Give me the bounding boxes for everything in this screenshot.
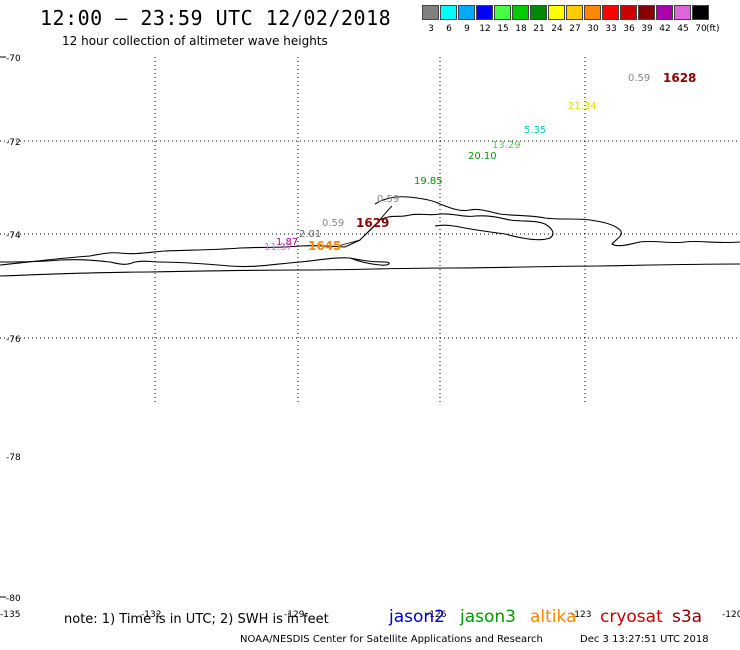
satellite-jason2: jason2 (389, 607, 445, 627)
legend-label-12: 12 (479, 24, 491, 34)
wave-height-label: 1628 (663, 71, 696, 85)
legend-swatch-39 (638, 5, 655, 20)
wave-height-label: 20.10 (468, 151, 497, 162)
longitude-label: -129 (284, 610, 305, 620)
wave-height-label: 2.01 (299, 229, 321, 240)
legend-swatch-24 (548, 5, 565, 20)
wave-height-label: 1645 (308, 239, 341, 253)
latitude-label: -72 (6, 138, 21, 148)
satellite-altika: altika (530, 607, 577, 627)
legend-swatch-9 (458, 5, 475, 20)
latitude-label: -70 (6, 54, 21, 64)
legend-label-24: 24 (551, 24, 563, 34)
legend-label-15: 15 (497, 24, 509, 34)
coastline-peninsula (0, 257, 390, 268)
satellite-track (337, 205, 393, 247)
legend-label-70: 70 (695, 24, 707, 34)
legend-label-6: 6 (446, 24, 452, 34)
latitude-label: -76 (6, 335, 21, 345)
legend-label-45: 45 (677, 24, 689, 34)
legend-swatch-36 (620, 5, 637, 20)
graticule (0, 56, 740, 598)
legend-label-27: 27 (569, 24, 581, 34)
wave-height-label: 0.59 (322, 218, 344, 229)
coastline-inland (0, 263, 740, 277)
legend-label-33: 33 (605, 24, 617, 34)
satellite-jason3: jason3 (460, 607, 516, 627)
legend-label-18: 18 (515, 24, 527, 34)
legend-swatch-70 (692, 5, 709, 20)
legend-label-9: 9 (464, 24, 470, 34)
credit-line: NOAA/NESDIS Center for Satellite Applica… (240, 634, 543, 645)
longitude-label: -126 (426, 610, 447, 620)
legend-swatch-42 (656, 5, 673, 20)
legend-label-21: 21 (533, 24, 545, 34)
footer-note: note: 1) Time is in UTC; 2) SWH is in fe… (64, 612, 329, 627)
generated-timestamp: Dec 3 13:27:51 UTC 2018 (580, 634, 709, 645)
page-title: 12:00 – 23:59 UTC 12/02/2018 (40, 6, 392, 30)
coastline-outer (0, 213, 554, 266)
legend-label-3: 3 (428, 24, 434, 34)
coastline (0, 196, 740, 277)
legend-swatch-30 (584, 5, 601, 20)
graticule-labels: -70 -72 -74 -76 -78 -80 -135 -132 -129 -126 -123 -1… (0, 54, 740, 620)
latitude-label: -78 (6, 453, 21, 463)
satellite-cryosat: cryosat (600, 607, 663, 627)
legend-swatch-15 (494, 5, 511, 20)
wave-height-label: 0.59 (628, 73, 650, 84)
legend-swatch-45 (674, 5, 691, 20)
longitude-label: -120 (722, 610, 740, 620)
wave-height-label: 5.35 (524, 125, 546, 136)
wave-height-label: 19.85 (414, 176, 443, 187)
wave-height-legend: 3 6 9 12 15 18 21 24 27 30 33 36 39 42 45 70 (ft) (422, 5, 732, 37)
page-subtitle: 12 hour collection of altimeter wave hei… (62, 34, 328, 48)
wave-height-label: 0.59 (377, 194, 399, 205)
legend-label-36: 36 (623, 24, 635, 34)
wave-height-label: 1629 (356, 216, 389, 230)
legend-swatch-3 (422, 5, 439, 20)
legend-swatch-21 (530, 5, 547, 20)
longitude-label: -135 (0, 610, 20, 620)
legend-swatch-27 (566, 5, 583, 20)
wave-height-label: 21.34 (568, 101, 597, 112)
legend-label-39: 39 (641, 24, 653, 34)
track-segment (337, 205, 393, 247)
legend-swatch-12 (476, 5, 493, 20)
legend-unit: (ft) (706, 24, 720, 34)
legend-swatch-18 (512, 5, 529, 20)
wave-height-label: 11.37 (264, 242, 293, 253)
coastline-ross-shelf (374, 196, 740, 247)
legend-swatch-33 (602, 5, 619, 20)
legend-label-42: 42 (659, 24, 671, 34)
wave-height-label: 13.29 (492, 140, 521, 151)
wave-height-label: 1.87 (276, 237, 298, 248)
longitude-label: -123 (571, 610, 591, 620)
legend-label-30: 30 (587, 24, 599, 34)
latitude-label: -74 (6, 231, 21, 241)
latitude-label: -80 (6, 594, 21, 604)
longitude-label: -132 (141, 610, 161, 620)
legend-swatch-6 (440, 5, 457, 20)
satellite-s3a: s3a (672, 607, 703, 627)
